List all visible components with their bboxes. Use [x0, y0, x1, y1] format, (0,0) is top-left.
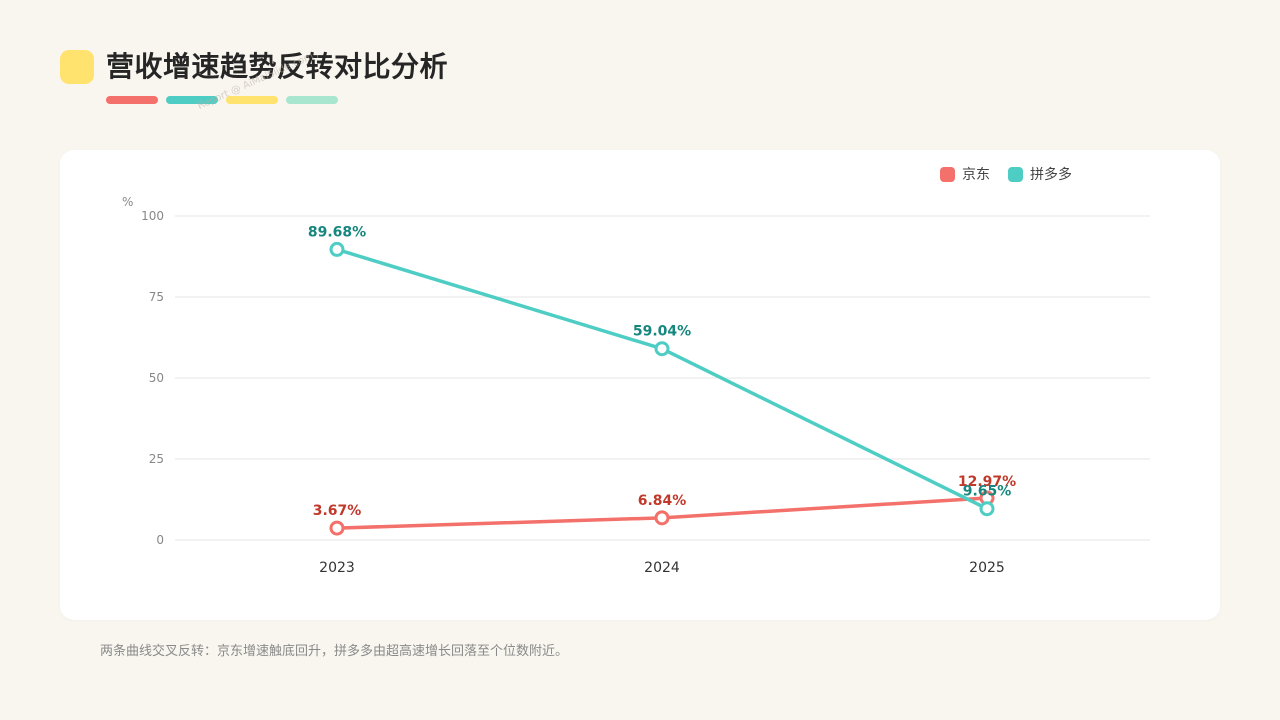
title-bar-2	[166, 96, 218, 104]
y-tick-label: 50	[149, 371, 164, 385]
chart-legend: 京东 拼多多	[940, 164, 1072, 184]
y-tick-label: 75	[149, 290, 164, 304]
x-tick-label: 2025	[969, 560, 1005, 576]
legend-swatch-pdd	[1008, 166, 1023, 182]
legend-swatch-jd	[940, 166, 955, 182]
data-point-jd	[329, 520, 345, 536]
data-point-jd	[654, 510, 670, 526]
series-line-pdd	[335, 247, 989, 511]
legend-item-jd[interactable]: 京东	[940, 164, 990, 184]
data-label-jd: 3.67%	[313, 503, 362, 519]
x-tick-label: 2024	[644, 560, 680, 576]
data-point-pdd	[654, 341, 670, 357]
y-tick-label: 100	[141, 209, 164, 223]
x-tick-label: 2023	[319, 560, 355, 576]
legend-item-pdd[interactable]: 拼多多	[1008, 164, 1072, 184]
legend-label-jd: 京东	[962, 167, 990, 183]
chart-card: 京东 拼多多 0 25 50 75 100% 2023 2024 2025 3.67% 6.84%…	[60, 150, 1220, 620]
y-axis-unit: %	[122, 195, 133, 209]
data-point-pdd	[329, 241, 345, 257]
legend-label-pdd: 拼多多	[1030, 167, 1072, 183]
data-label-jd: 6.84%	[638, 493, 687, 509]
chart-caption: 两条曲线交叉反转：京东增速触底回升，拼多多由超高速增长回落至个位数附近。	[100, 644, 569, 659]
title-bar-3	[226, 96, 278, 104]
data-point-pdd	[979, 501, 995, 517]
line-chart: 0 25 50 75 100% 2023 2024 2025 3.67% 6.84% 12.97% 8…	[122, 195, 1150, 576]
data-label-jd: 12.97%	[958, 474, 1016, 490]
y-tick-label: 25	[149, 452, 164, 466]
data-label-pdd: 89.68%	[308, 224, 366, 240]
title-bar-1	[106, 96, 158, 104]
data-label-pdd: 9.65%	[963, 484, 1012, 500]
page-title: 营收增速趋势反转对比分析	[106, 50, 449, 83]
title-icon	[60, 50, 94, 84]
data-label-pdd: 59.04%	[633, 324, 691, 340]
title-bar-4	[286, 96, 338, 104]
y-tick-label: 0	[156, 533, 164, 547]
